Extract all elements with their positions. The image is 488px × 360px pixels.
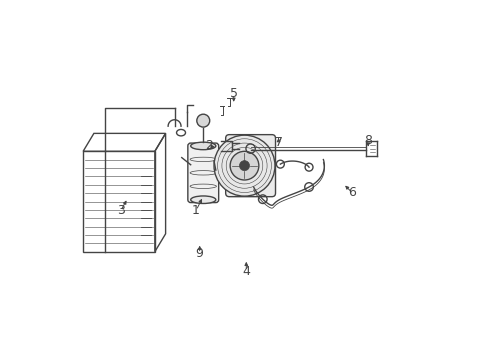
Text: 6: 6 <box>347 186 355 199</box>
Circle shape <box>239 161 249 171</box>
Circle shape <box>214 135 274 196</box>
Text: 5: 5 <box>229 87 237 100</box>
Text: 1: 1 <box>192 204 200 217</box>
FancyBboxPatch shape <box>225 135 275 197</box>
Text: 9: 9 <box>195 247 203 260</box>
FancyBboxPatch shape <box>187 143 218 203</box>
Ellipse shape <box>190 196 215 203</box>
Text: 4: 4 <box>242 265 250 278</box>
Text: 7: 7 <box>274 136 282 149</box>
Text: 2: 2 <box>204 139 212 152</box>
Text: 3: 3 <box>117 204 124 217</box>
Circle shape <box>230 151 258 180</box>
Text: 8: 8 <box>364 134 371 147</box>
Circle shape <box>196 114 209 127</box>
Ellipse shape <box>190 142 215 150</box>
